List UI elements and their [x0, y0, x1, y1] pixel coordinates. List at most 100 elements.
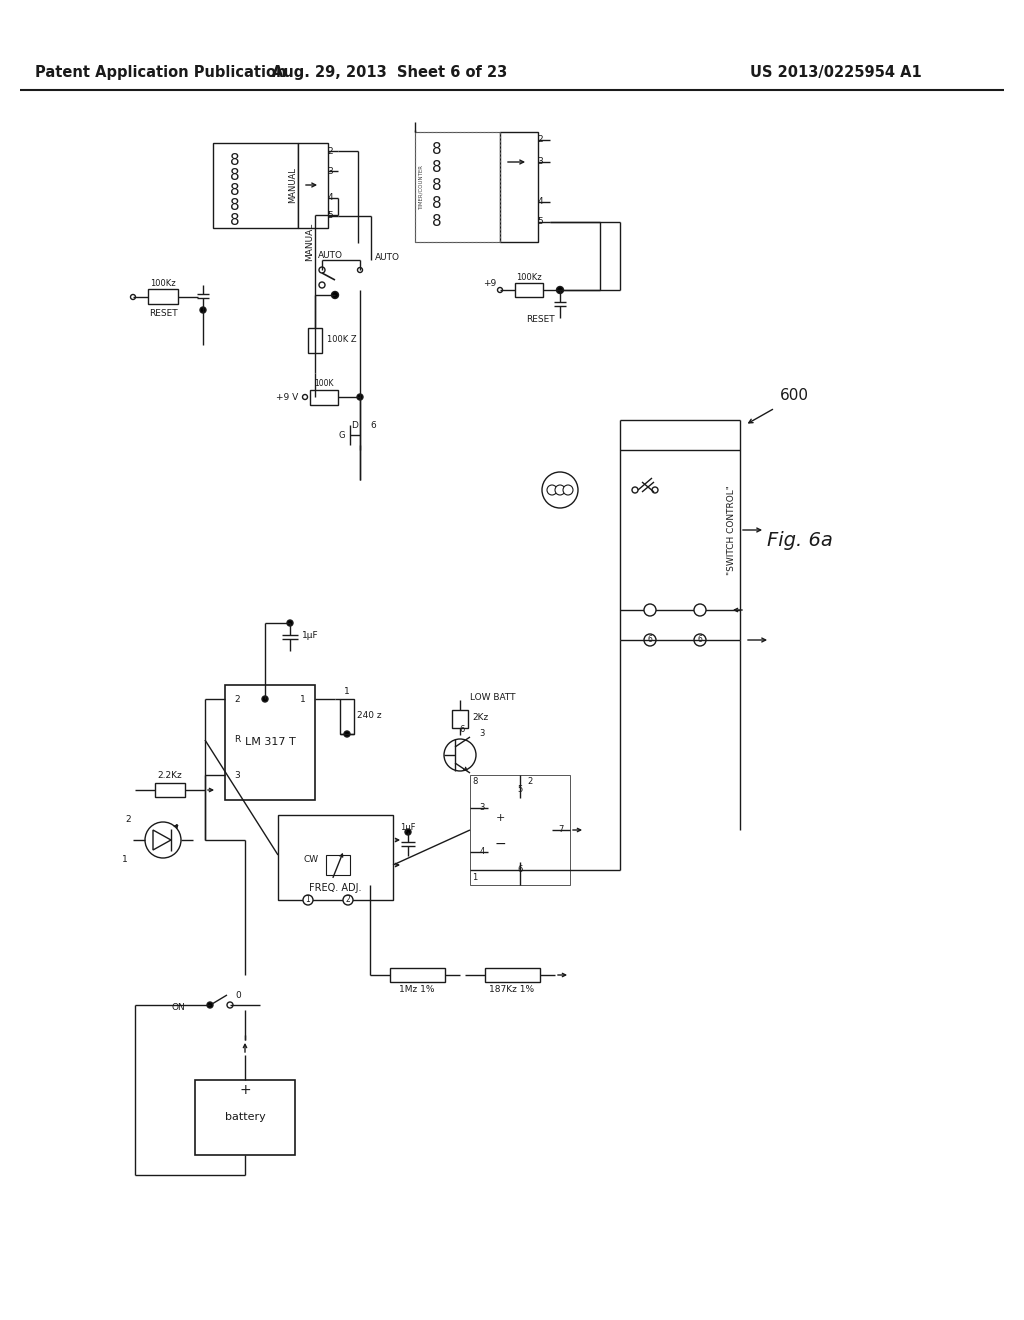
Text: 3: 3: [538, 157, 543, 166]
Text: 8: 8: [230, 213, 240, 228]
Text: +: +: [240, 1082, 251, 1097]
Text: TIMER/COUNTER: TIMER/COUNTER: [419, 165, 424, 210]
Bar: [340, 700, 354, 734]
Text: 6: 6: [370, 421, 376, 430]
Circle shape: [343, 895, 353, 906]
Circle shape: [227, 1002, 233, 1008]
Text: 1: 1: [472, 874, 477, 883]
Text: ON: ON: [171, 1003, 185, 1012]
Text: MANUAL: MANUAL: [305, 223, 314, 261]
Circle shape: [652, 487, 658, 492]
Text: 1: 1: [344, 686, 350, 696]
Text: 2: 2: [538, 136, 543, 144]
Text: 100K: 100K: [314, 380, 334, 388]
Circle shape: [498, 288, 503, 293]
Text: 6: 6: [460, 726, 465, 734]
Text: 1µF: 1µF: [400, 824, 416, 833]
Text: 3: 3: [234, 771, 240, 780]
Circle shape: [145, 822, 181, 858]
Circle shape: [332, 292, 339, 298]
Bar: [415, 132, 500, 242]
Text: +9 V: +9 V: [275, 392, 298, 401]
Text: 100K Z: 100K Z: [327, 335, 356, 345]
Circle shape: [444, 739, 476, 771]
Text: LM 317 T: LM 317 T: [245, 737, 295, 747]
Text: 6: 6: [517, 866, 522, 874]
Text: 2: 2: [125, 816, 131, 825]
Text: 8: 8: [230, 153, 240, 168]
Text: 1Mz 1%: 1Mz 1%: [399, 985, 435, 994]
Text: 1: 1: [122, 855, 128, 865]
Text: 4: 4: [328, 194, 333, 202]
Circle shape: [357, 268, 362, 272]
Bar: [225, 685, 315, 800]
Text: 2Kz: 2Kz: [472, 714, 488, 722]
Circle shape: [644, 605, 656, 616]
Circle shape: [302, 395, 307, 400]
Circle shape: [319, 282, 325, 288]
Text: 3: 3: [479, 804, 484, 813]
Text: 8: 8: [432, 160, 441, 176]
Text: G: G: [339, 430, 345, 440]
Text: 2: 2: [234, 694, 240, 704]
Text: 1: 1: [305, 895, 310, 904]
Text: FREQ. ADJ.: FREQ. ADJ.: [309, 883, 361, 894]
Text: 4: 4: [538, 198, 543, 206]
Text: 2.2Kz: 2.2Kz: [158, 771, 182, 780]
Text: 5: 5: [517, 785, 522, 795]
Text: 3: 3: [479, 729, 484, 738]
Text: 8: 8: [472, 777, 477, 787]
Bar: [326, 855, 350, 875]
Text: 8: 8: [432, 178, 441, 193]
Text: 600: 600: [780, 388, 809, 403]
Circle shape: [344, 731, 350, 737]
Circle shape: [555, 484, 565, 495]
Text: battery: battery: [224, 1111, 265, 1122]
Circle shape: [303, 895, 313, 906]
Text: LOW BATT: LOW BATT: [470, 693, 515, 702]
Text: 8: 8: [432, 195, 441, 211]
Text: 7: 7: [558, 825, 563, 834]
Bar: [390, 968, 445, 982]
Text: 8: 8: [230, 168, 240, 183]
Bar: [310, 389, 338, 405]
Circle shape: [357, 393, 362, 400]
Circle shape: [563, 484, 573, 495]
Circle shape: [556, 286, 563, 293]
Circle shape: [207, 1002, 213, 1008]
Text: −: −: [495, 837, 506, 851]
Text: RESET: RESET: [525, 315, 554, 325]
Bar: [470, 775, 570, 884]
Bar: [195, 1080, 295, 1155]
Text: 2: 2: [527, 777, 532, 787]
Bar: [148, 289, 178, 304]
Text: 1µF: 1µF: [302, 631, 318, 639]
Text: Fig. 6a: Fig. 6a: [767, 531, 833, 549]
Text: MANUAL: MANUAL: [289, 168, 298, 203]
Circle shape: [319, 267, 325, 273]
Text: +: +: [496, 813, 505, 822]
Text: R: R: [233, 735, 240, 744]
Text: D: D: [351, 421, 358, 430]
Circle shape: [406, 829, 411, 836]
Text: US 2013/0225954 A1: US 2013/0225954 A1: [750, 65, 922, 79]
Circle shape: [287, 620, 293, 626]
Circle shape: [547, 484, 557, 495]
Circle shape: [542, 473, 578, 508]
Bar: [155, 783, 185, 797]
Circle shape: [200, 308, 206, 313]
Bar: [485, 968, 540, 982]
Text: 0: 0: [236, 990, 241, 999]
Text: 3: 3: [327, 166, 333, 176]
Text: 8: 8: [432, 143, 441, 157]
Text: 2: 2: [346, 895, 350, 904]
Bar: [298, 143, 328, 228]
Text: Aug. 29, 2013  Sheet 6 of 23: Aug. 29, 2013 Sheet 6 of 23: [272, 65, 508, 79]
Text: +9: +9: [482, 279, 496, 288]
Text: 6: 6: [647, 635, 652, 644]
Circle shape: [694, 634, 706, 645]
Circle shape: [130, 294, 135, 300]
Bar: [452, 710, 468, 729]
Text: 8: 8: [230, 198, 240, 213]
Circle shape: [694, 605, 706, 616]
